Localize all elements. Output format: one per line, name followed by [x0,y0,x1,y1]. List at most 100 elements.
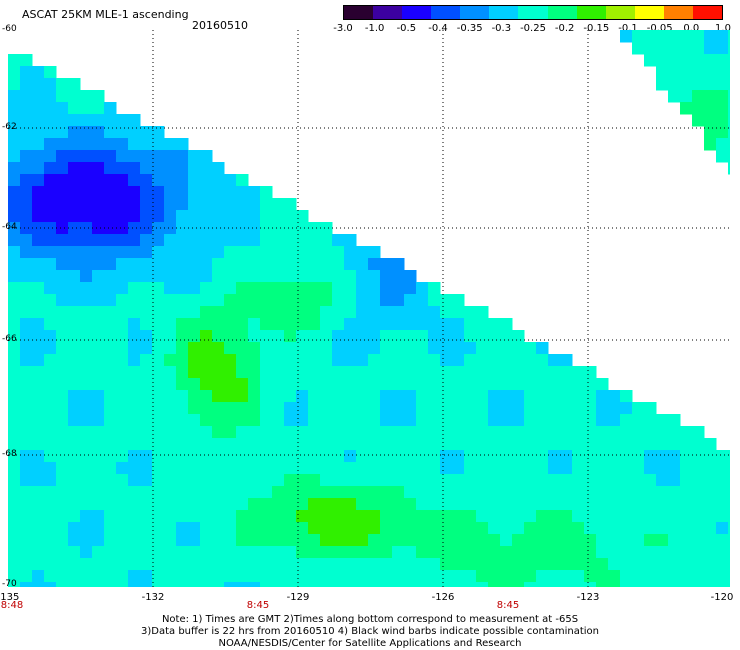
swath-cell [512,390,525,403]
swath-cell [332,390,345,403]
swath-cell [188,270,201,283]
swath-cell [80,438,93,451]
swath-cell [620,510,633,523]
swath-cell [20,54,33,67]
swath-cell [248,246,261,259]
swath-cell [536,558,549,571]
swath-cell [56,378,69,391]
swath-cell [116,426,129,439]
swath-cell [572,582,585,587]
swath-cell [620,414,633,427]
swath-cell [140,186,153,199]
swath-cell [188,378,201,391]
swath-cell [344,582,357,587]
swath-cell [104,234,117,247]
swath-cell [80,306,93,319]
swath-cell [404,522,417,535]
swath-cell [272,354,285,367]
swath-cell [92,234,105,247]
swath-cell [428,522,441,535]
swath-cell [140,222,153,235]
swath-cell [164,342,177,355]
swath-cell [44,450,57,463]
swath-cell [176,174,189,187]
swath-cell [8,570,21,583]
swath-cell [68,102,81,115]
swath-cell [596,438,609,451]
swath-cell [476,522,489,535]
swath-cell [236,414,249,427]
swath-cell [32,390,45,403]
swath-cell [728,42,730,55]
swath-cell [488,498,501,511]
swath-cell [344,306,357,319]
swath-cell [92,582,105,587]
swath-cell [656,558,669,571]
swath-cell [284,462,297,475]
swath-cell [608,498,621,511]
swath-cell [680,486,693,499]
color-scale-label: -0.5 [396,23,417,34]
swath-cell [116,210,129,223]
swath-cell [164,258,177,271]
swath-cell [176,462,189,475]
swath-cell [284,426,297,439]
swath-cell [272,426,285,439]
swath-cell [272,390,285,403]
swath-cell [596,378,609,391]
swath-cell [308,486,321,499]
swath-cell [284,474,297,487]
swath-cell [428,378,441,391]
swath-cell [200,402,213,415]
swath-cell [512,426,525,439]
swath-cell [500,378,513,391]
swath-cell [392,498,405,511]
swath-cell [620,462,633,475]
swath-cell [284,498,297,511]
swath-cell [152,210,165,223]
swath-cell [344,450,357,463]
swath-cell [164,534,177,547]
swath-cell [452,486,465,499]
swath-cell [560,378,573,391]
swath-cell [20,198,33,211]
swath-cell [344,474,357,487]
color-scale-label: -1.0 [364,23,385,34]
swath-cell [392,282,405,295]
swath-cell [308,270,321,283]
swath-cell [392,366,405,379]
swath-cell [68,354,81,367]
swath-cell [728,486,730,499]
swath-cell [164,282,177,295]
swath-cell [308,498,321,511]
swath-cell [320,318,333,331]
swath-cell [92,270,105,283]
swath-cell [32,510,45,523]
swath-cell [68,138,81,151]
swath-cell [296,390,309,403]
swath-cell [476,306,489,319]
swath-cell [248,486,261,499]
swath-cell [368,474,381,487]
swath-cell [224,498,237,511]
swath-cell [104,450,117,463]
swath-cell [140,258,153,271]
swath-cell [464,414,477,427]
swath-cell [476,462,489,475]
swath-cell [284,366,297,379]
swath-cell [632,402,645,415]
swath-cell [296,438,309,451]
swath-cell [308,294,321,307]
swath-cell [188,462,201,475]
swath-cell [272,570,285,583]
swath-cell [308,366,321,379]
swath-cell [272,306,285,319]
swath-cell [584,510,597,523]
swath-cell [116,162,129,175]
swath-cell [524,342,537,355]
swath-cell [200,462,213,475]
swath-cell [356,342,369,355]
swath-cell [308,330,321,343]
swath-cell [632,450,645,463]
swath-cell [404,378,417,391]
